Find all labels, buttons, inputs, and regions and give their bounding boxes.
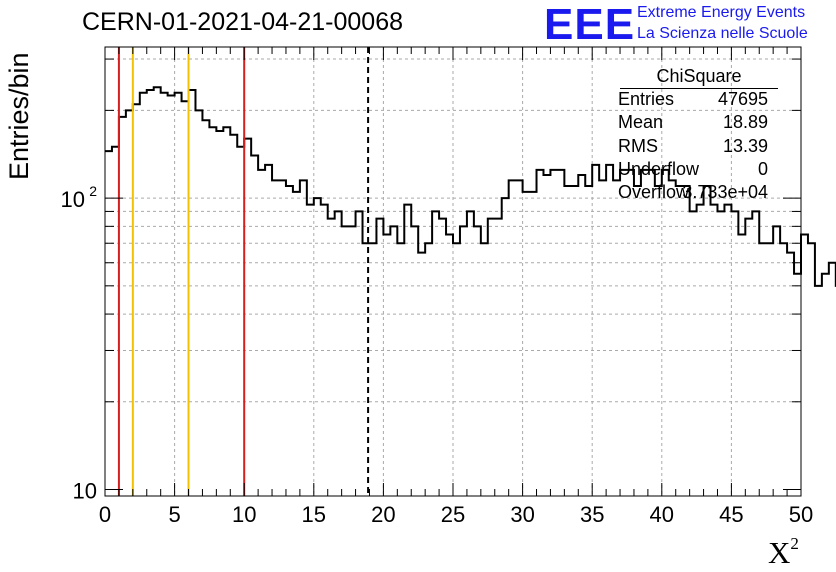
stats-box: ChiSquare Entries 47695 Mean 18.89 RMS 13.3… [612,66,778,205]
stats-row: Entries 47695 [612,89,778,112]
stats-key: Mean [618,112,664,133]
x-tick-label: 50 [789,502,813,527]
stats-value: 3.733e+04 [682,182,768,203]
stats-row: RMS 13.39 [612,136,778,159]
x-tick-label: 0 [99,502,111,527]
x-axis-label: X2 [768,534,799,571]
x-tick-label: 20 [371,502,395,527]
histogram-line [105,86,836,287]
stats-value: 18.89 [722,112,768,133]
y-axis-label: Entries/bin [4,52,34,180]
x-tick-label: 25 [441,502,465,527]
stats-key: RMS [618,135,658,156]
x-tick-label: 10 [232,502,256,527]
stats-key: Overflow [618,182,690,203]
x-tick-label: 45 [719,502,743,527]
x-tick-label: 5 [168,502,180,527]
x-axis-label-text: X [768,535,791,570]
logo-line1: Extreme Energy Events [637,4,806,21]
x-tick-label: 30 [510,502,534,527]
stats-header: ChiSquare [620,66,778,89]
stats-value: 0 [757,158,768,179]
stats-value: 13.39 [722,135,768,156]
stats-key: Underflow [618,158,700,179]
x-tick-label: 15 [302,502,326,527]
y-tick-label: 10 [61,187,85,212]
chart-title: CERN-01-2021-04-21-00068 [82,8,404,36]
logo-line2: La Scienza nelle Scuole [637,25,808,42]
stats-row: Underflow 0 [612,159,778,182]
stats-value: 47695 [717,89,768,109]
y-tick-label-sup: 2 [89,183,97,199]
eee-logo: EEE [544,0,636,49]
x-tick-label: 40 [650,502,674,527]
y-tick-label: 10 [73,479,97,504]
stats-row: Mean 18.89 [612,112,778,135]
x-axis-label-sup: 2 [790,534,799,553]
stats-row: Overflow 3.733e+04 [612,182,778,205]
stats-key: Entries [618,89,675,109]
x-tick-label: 35 [580,502,604,527]
